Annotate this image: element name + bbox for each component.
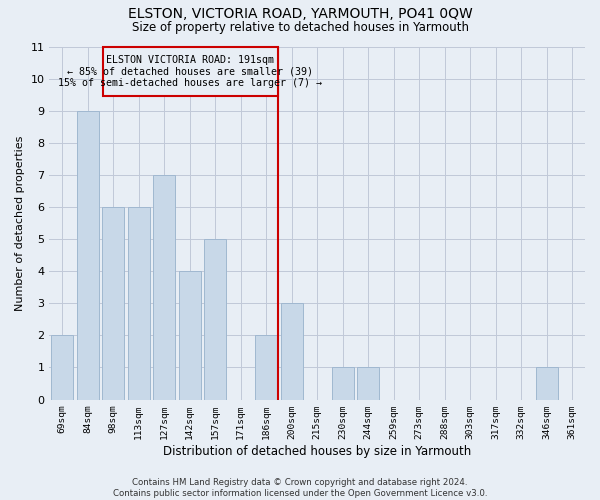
X-axis label: Distribution of detached houses by size in Yarmouth: Distribution of detached houses by size … [163, 444, 472, 458]
Bar [77, 110, 98, 400]
Bar [536, 368, 557, 400]
Bar [179, 271, 200, 400]
Text: ELSTON, VICTORIA ROAD, YARMOUTH, PO41 0QW: ELSTON, VICTORIA ROAD, YARMOUTH, PO41 0Q… [128, 8, 472, 22]
Bar [205, 239, 226, 400]
Text: Contains HM Land Registry data © Crown copyright and database right 2024.
Contai: Contains HM Land Registry data © Crown c… [113, 478, 487, 498]
Bar [256, 336, 277, 400]
Bar [128, 207, 149, 400]
Bar [358, 368, 379, 400]
Bar [281, 304, 302, 400]
FancyBboxPatch shape [103, 46, 278, 96]
Bar [52, 336, 73, 400]
Bar [332, 368, 353, 400]
Text: ELSTON VICTORIA ROAD: 191sqm
← 85% of detached houses are smaller (39)
15% of se: ELSTON VICTORIA ROAD: 191sqm ← 85% of de… [58, 55, 322, 88]
Y-axis label: Number of detached properties: Number of detached properties [15, 136, 25, 310]
Text: Size of property relative to detached houses in Yarmouth: Size of property relative to detached ho… [131, 21, 469, 34]
Bar [154, 175, 175, 400]
Bar [103, 207, 124, 400]
